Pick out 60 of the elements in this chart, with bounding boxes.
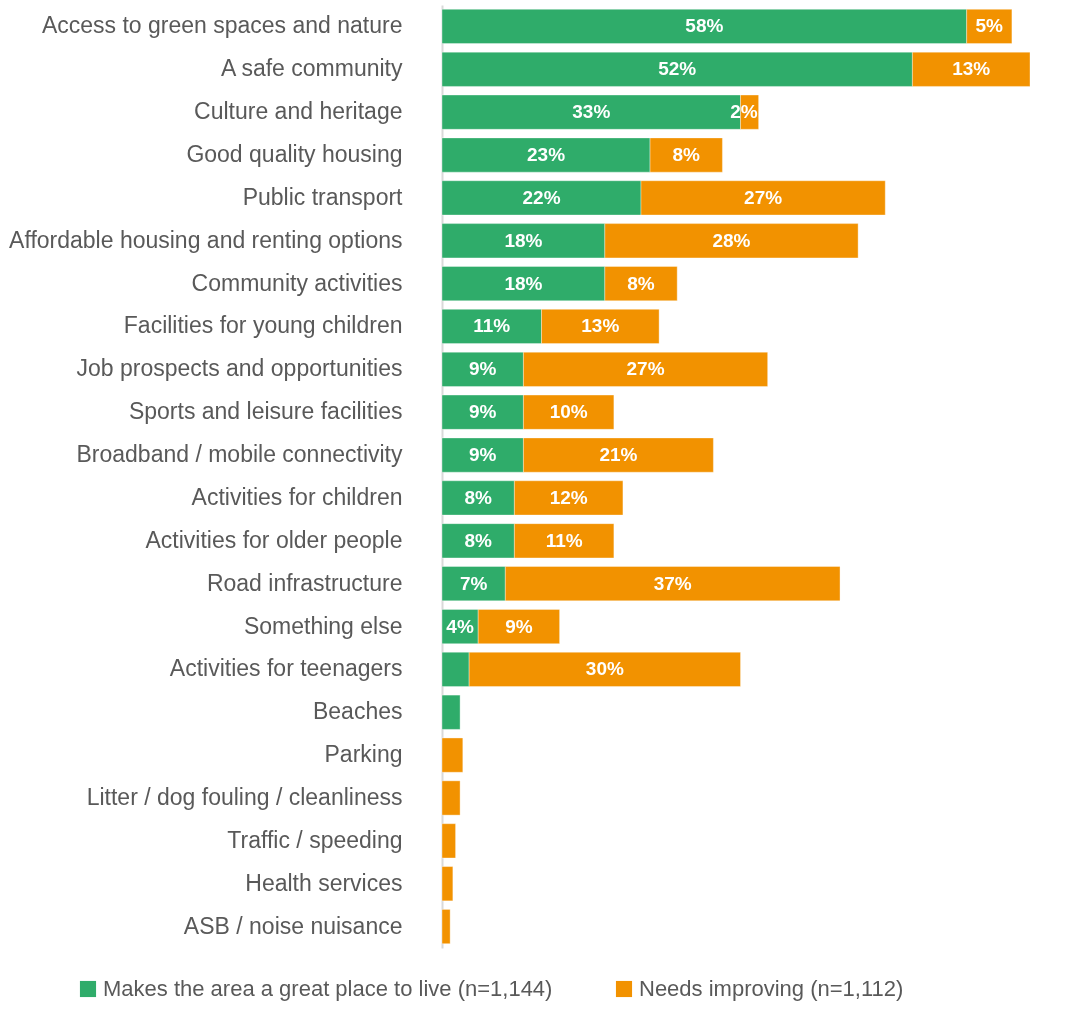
data-label: 10% bbox=[549, 401, 588, 423]
data-label: 9% bbox=[505, 615, 533, 637]
y-tick-label: Sports and leisure facilities bbox=[128, 398, 403, 425]
data-label: 58% bbox=[685, 15, 724, 37]
y-tick-label: Activities for children bbox=[191, 483, 403, 510]
data-label: 7% bbox=[459, 572, 488, 594]
data-label: 18% bbox=[504, 272, 543, 294]
data-label: 9% bbox=[468, 401, 497, 423]
y-tick-label: Broadband / mobile connectivity bbox=[76, 441, 403, 468]
bar bbox=[441, 823, 456, 859]
y-tick-label: Something else bbox=[243, 612, 403, 639]
data-label: 11% bbox=[545, 529, 583, 551]
y-tick-label: Beaches bbox=[312, 698, 403, 725]
data-label: 37% bbox=[653, 572, 692, 594]
data-label: 27% bbox=[626, 358, 665, 380]
data-label: 18% bbox=[504, 229, 543, 251]
y-tick-label: Road infrastructure bbox=[206, 569, 403, 596]
y-tick-label: Parking bbox=[324, 741, 403, 768]
y-tick-label: Public transport bbox=[242, 183, 404, 210]
y-tick-label: Activities for older people bbox=[145, 526, 403, 553]
y-tick-label: Health services bbox=[245, 869, 403, 896]
data-label: 27% bbox=[744, 186, 783, 208]
legend-label: Makes the area a great place to live (n=1,144) bbox=[103, 976, 553, 1001]
y-tick-label: Good quality housing bbox=[186, 141, 403, 168]
data-label: 33% bbox=[572, 101, 611, 123]
data-label: 21% bbox=[599, 444, 638, 466]
y-tick-label: Litter / dog fouling / cleanliness bbox=[86, 783, 403, 810]
bar bbox=[441, 694, 461, 730]
data-label: 13% bbox=[952, 58, 991, 80]
y-tick-label: Culture and heritage bbox=[194, 98, 403, 125]
data-label: 28% bbox=[712, 229, 751, 251]
y-tick-label: Activities for teenagers bbox=[169, 655, 403, 682]
data-label: 12% bbox=[549, 486, 588, 508]
data-label: 8% bbox=[627, 272, 655, 294]
data-label: 30% bbox=[585, 658, 624, 680]
data-label: 4% bbox=[446, 615, 474, 637]
data-label: 11% bbox=[473, 315, 511, 337]
data-label: 8% bbox=[672, 144, 701, 166]
legend-label: Needs improving (n=1,112) bbox=[639, 976, 904, 1001]
bar bbox=[441, 909, 451, 945]
y-tick-label: Access to green spaces and nature bbox=[41, 12, 403, 39]
data-label: 52% bbox=[658, 58, 697, 80]
data-label: 9% bbox=[468, 444, 497, 466]
bar bbox=[441, 780, 461, 816]
data-label: 22% bbox=[522, 186, 561, 208]
y-tick-label: Community activities bbox=[191, 269, 403, 296]
data-label: 13% bbox=[581, 315, 620, 337]
y-tick-label: A safe community bbox=[220, 55, 403, 82]
data-label: 5% bbox=[975, 15, 1004, 37]
data-label: 8% bbox=[464, 486, 493, 508]
y-tick-label: Job prospects and opportunities bbox=[76, 355, 403, 382]
y-tick-label: Facilities for young children bbox=[123, 312, 403, 339]
data-label: 9% bbox=[468, 358, 497, 380]
y-tick-label: Affordable housing and renting options bbox=[9, 226, 403, 253]
data-label: 8% bbox=[464, 529, 493, 551]
bar bbox=[441, 866, 454, 902]
data-label: 23% bbox=[527, 144, 566, 166]
bar bbox=[441, 737, 464, 773]
y-tick-label: ASB / noise nuisance bbox=[183, 912, 403, 939]
y-tick-label: Traffic / speeding bbox=[227, 826, 403, 853]
